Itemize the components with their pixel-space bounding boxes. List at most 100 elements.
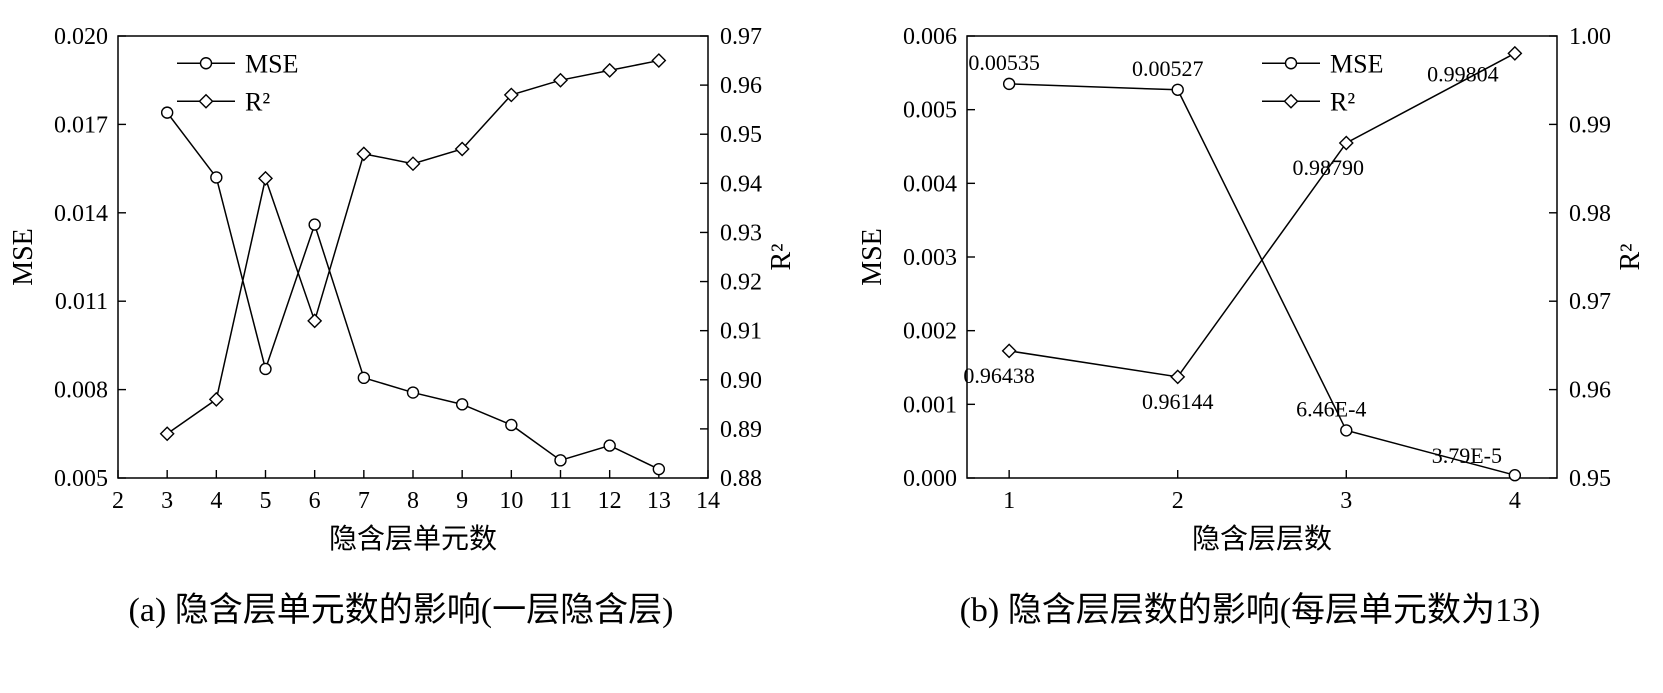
diamond-marker: [307, 313, 323, 329]
diamond-marker: [602, 62, 618, 78]
legend-label: R²: [1330, 87, 1355, 116]
circle-marker: [1508, 469, 1522, 482]
diamond-marker: [1001, 343, 1017, 359]
series-r2: 0.96438 0.96144 0.98790 0.99804: [963, 45, 1523, 414]
y-left-tick-label: 0.011: [55, 289, 108, 315]
y-right-tick-label: 1.00: [1569, 24, 1611, 50]
y-left-tick-label: 0.005: [903, 98, 957, 124]
series-line: [1009, 83, 1516, 476]
circle-marker: [1284, 57, 1298, 70]
x-tick-label: 9: [456, 488, 468, 514]
circle-marker: [210, 171, 223, 184]
y-right-tick-label: 0.88: [720, 466, 762, 492]
diamond-marker: [198, 93, 214, 109]
y-right-tick-label: 0.96: [720, 73, 762, 99]
y-right-tick-label: 0.99: [1569, 112, 1611, 138]
point-label: 0.00535: [968, 50, 1040, 75]
y-right-tick-label: 0.94: [720, 171, 762, 197]
diamond-marker: [454, 141, 470, 157]
circle-marker: [1002, 77, 1016, 91]
y-left-tick-label: 0.003: [903, 245, 957, 271]
x-tick-label: 13: [647, 488, 671, 514]
y-axis-left: 0.000 0.001 0.002 0.003 0.004 0.005 0.006: [903, 24, 975, 492]
diamond-marker: [208, 391, 224, 407]
diamond-marker: [405, 156, 421, 172]
y-right-tick-label: 0.89: [720, 417, 762, 443]
x-tick-label: 8: [407, 488, 419, 514]
circle-marker: [505, 418, 518, 432]
x-tick-label: 1: [1003, 488, 1015, 514]
y-left-tick-label: 0.001: [903, 392, 957, 418]
y-left-tick-label: 0.002: [903, 319, 957, 345]
legend-label: MSE: [1330, 49, 1383, 78]
diamond-marker: [356, 146, 372, 162]
point-label: 0.96144: [1142, 389, 1214, 414]
circle-marker: [554, 454, 567, 467]
x-tick-label: 11: [549, 488, 572, 514]
y-right-tick-label: 0.91: [720, 319, 762, 345]
y-left-tick-label: 0.014: [54, 201, 108, 227]
x-tick-label: 12: [598, 488, 622, 514]
diamond-marker: [553, 72, 568, 88]
legend-label: R²: [245, 87, 270, 116]
circle-marker: [199, 57, 213, 70]
y-left-axis-title: MSE: [8, 228, 39, 286]
x-tick-label: 2: [112, 488, 124, 514]
point-label: 3.79E-5: [1432, 443, 1502, 468]
y-left-tick-label: 0.020: [54, 24, 108, 50]
y-left-tick-label: 0.017: [54, 112, 108, 138]
legend: MSE R²: [177, 49, 298, 116]
circle-marker: [357, 371, 371, 385]
circle-marker: [406, 386, 420, 399]
point-label: 0.99804: [1427, 61, 1499, 86]
y-right-axis-title: R²: [766, 243, 796, 270]
circle-marker: [455, 398, 469, 411]
diamond-marker: [503, 87, 519, 103]
x-tick-label: 3: [1340, 488, 1352, 514]
circle-marker: [603, 439, 616, 452]
chart-b-panel: 1 2 3 4 0.000 0.001 0.002 0.003 0.004 0.005 0.006 0…: [855, 8, 1645, 632]
diamond-marker: [1283, 93, 1299, 109]
circle-marker: [1171, 83, 1184, 96]
plot-frame: [966, 35, 1558, 479]
circle-marker: [1340, 424, 1353, 437]
chart-a-panel: 2 3 4 5 6 7 8 9 10 11 12 13 14 0.005 0.008 0.011 0.014 0.…: [6, 8, 796, 632]
x-tick-label: 2: [1172, 488, 1184, 514]
diamond-marker: [159, 426, 175, 442]
series-mse: 0.00535 0.00527 6.46E-4 3.79E-5: [968, 50, 1522, 482]
x-tick-label: 7: [358, 488, 370, 514]
circle-marker: [259, 362, 272, 376]
diamond-marker: [651, 53, 667, 69]
circle-marker: [308, 218, 321, 231]
x-tick-label: 14: [696, 488, 720, 514]
x-tick-label: 10: [499, 488, 523, 514]
diamond-marker: [1507, 45, 1523, 61]
diamond-marker: [1338, 135, 1354, 151]
x-tick-label: 3: [161, 488, 173, 514]
x-tick-label: 6: [309, 488, 321, 514]
series-line: [1009, 52, 1516, 378]
y-left-tick-label: 0.005: [54, 466, 108, 492]
y-right-tick-label: 0.92: [720, 270, 762, 296]
point-label: 0.96438: [963, 363, 1035, 388]
chart-a-caption: (a) 隐含层单元数的影响(一层隐含层): [128, 592, 674, 629]
y-axis-left: 0.005 0.008 0.011 0.014 0.017 0.020: [54, 24, 126, 492]
y-left-tick-label: 0.000: [903, 466, 957, 492]
y-right-tick-label: 0.95: [1569, 466, 1611, 492]
y-left-axis-title: MSE: [857, 228, 888, 286]
diamond-marker: [258, 170, 273, 186]
y-left-tick-label: 0.008: [54, 378, 108, 404]
x-tick-label: 4: [1509, 488, 1521, 514]
circle-marker: [652, 462, 666, 476]
legend: MSE R²: [1262, 49, 1383, 116]
series-r2: [159, 53, 667, 442]
x-axis: 1 2 3 4: [1003, 470, 1521, 514]
y-axis-right: 0.88 0.89 0.90 0.91 0.92 0.93 0.94 0.95 0.96 0.97: [700, 24, 762, 492]
x-axis-title: 隐含层层数: [1192, 523, 1332, 555]
series-mse: [160, 106, 666, 476]
y-right-tick-label: 0.96: [1569, 378, 1611, 404]
y-right-tick-label: 0.90: [720, 368, 762, 394]
chart-b-canvas: 1 2 3 40.0000.0010.0020.0030.0040.0050.0060…: [857, 24, 1645, 555]
series-line: [166, 59, 659, 435]
